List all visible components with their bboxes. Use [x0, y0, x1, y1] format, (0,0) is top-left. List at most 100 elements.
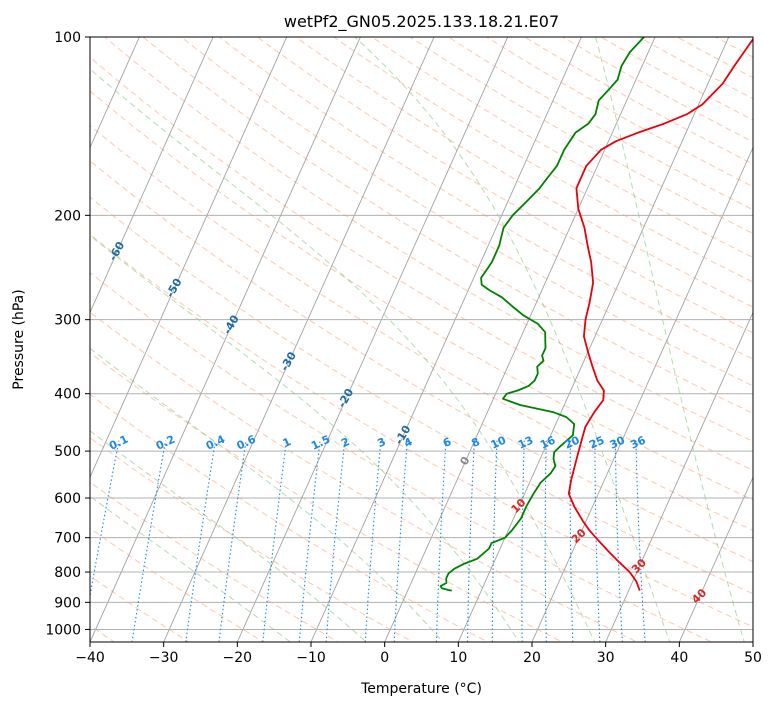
dry-adiabat: [90, 481, 340, 642]
moist-adiabat: [354, 37, 671, 642]
moist-adiabat: [90, 347, 444, 642]
y-tick-label: 900: [54, 595, 81, 611]
y-tick-label: 100: [54, 30, 81, 46]
mixing-ratio-label: 1.5: [309, 433, 332, 453]
moist-adiabat: [90, 234, 520, 642]
isotherm: [90, 37, 361, 642]
y-tick-label: 500: [54, 444, 81, 460]
mixing-ratio-line: [298, 440, 321, 642]
x-tick-label: 50: [744, 650, 762, 666]
mixing-ratio-line: [635, 440, 646, 642]
mixing-ratio-line: [131, 440, 167, 642]
dry-adiabat: [714, 37, 753, 58]
x-tick-label: −10: [296, 650, 326, 666]
mixing-ratio-line: [364, 440, 382, 642]
isotherm: [163, 37, 435, 642]
mixing-ratio-line: [491, 440, 498, 642]
mixing-ratio-label: 0.6: [235, 432, 258, 452]
mixing-ratio-line: [614, 440, 623, 642]
mixing-ratio-line: [521, 440, 525, 642]
mixing-ratio-line: [594, 440, 601, 642]
mixing-ratio-label: 16: [538, 433, 558, 451]
mixing-ratio-line: [393, 440, 408, 642]
moist-adiabat: [90, 495, 292, 642]
dry-adiabat: [676, 37, 753, 79]
isotherm: [90, 37, 214, 314]
dry-adiabat: [766, 24, 775, 654]
y-tick-label: 800: [54, 565, 81, 581]
mixing-ratio-label: 0.4: [204, 432, 227, 452]
chart-title: wetPf2_GN05.2025.133.18.21.E07: [284, 12, 559, 32]
x-tick-label: −30: [149, 650, 179, 666]
contour-label: -60: [106, 239, 127, 263]
mixing-ratio-label: 0.1: [107, 433, 130, 453]
dry-adiabat: [180, 37, 753, 387]
dry-adiabat: [90, 311, 639, 642]
isotherm: [457, 37, 730, 642]
mixing-ratio-line: [435, 440, 447, 642]
contour-label: 30: [629, 556, 649, 576]
isotherm: [678, 476, 753, 642]
mixing-ratio-label: 2: [339, 435, 351, 450]
mixing-ratio-label: 1: [281, 435, 293, 450]
dry-adiabat: [256, 37, 753, 334]
y-tick-label: 700: [54, 531, 81, 547]
dry-adiabat: [90, 90, 753, 501]
mixing-ratio-line: [544, 440, 547, 642]
mixing-ratio-line: [185, 440, 216, 642]
dry-adiabat: [90, 352, 564, 642]
x-tick-label: 30: [597, 650, 615, 666]
mixing-ratio-line: [466, 440, 475, 642]
dry-adiabat: [90, 436, 414, 642]
dry-adiabat: [294, 37, 753, 308]
y-tick-label: 200: [54, 208, 81, 224]
x-tick-label: 20: [523, 650, 541, 666]
mixing-ratio-line: [569, 440, 574, 642]
x-tick-label: 40: [670, 650, 688, 666]
dry-adiabat: [485, 37, 753, 188]
dry-adiabat: [218, 37, 753, 360]
contour-label: 0: [458, 454, 473, 467]
isotherms: [0, 10, 753, 654]
mixing-ratio-label: 20: [562, 433, 582, 451]
y-tick-label: 400: [54, 387, 81, 403]
contour-label: -50: [163, 276, 184, 300]
contour-label: -80: [0, 166, 13, 190]
y-axis: 100 200 300 400 500 600 700 800 900 1000: [45, 30, 90, 638]
dry-adiabat: [90, 527, 265, 642]
isotherm: [236, 37, 509, 642]
y-tick-label: 600: [54, 491, 81, 507]
mixing-ratio-label: 13: [516, 434, 535, 452]
isotherm: [531, 146, 753, 642]
isobars: [90, 37, 753, 630]
mixing-ratio-label: 0.2: [154, 433, 177, 453]
moist-adiabat: [90, 430, 367, 642]
contour-label: -40: [221, 313, 242, 337]
mixing-ratio-line: [325, 440, 346, 642]
mixing-ratio-label: 6: [441, 435, 454, 450]
contour-label: -20: [335, 386, 356, 410]
dry-adiabats: [90, 24, 775, 654]
y-tick-label: 300: [54, 313, 81, 329]
dry-adiabat: [447, 37, 753, 211]
isotherm: [310, 37, 582, 642]
dry-adiabat: [752, 37, 753, 38]
isotherm: [605, 311, 753, 642]
x-tick-label: 0: [380, 650, 389, 666]
profile-series: [439, 37, 753, 592]
dry-adiabat: [142, 37, 753, 414]
dry-adiabat: [90, 272, 713, 642]
plot-frame: [89, 36, 754, 643]
mixing-ratio-line: [262, 440, 288, 642]
isotherm: [90, 37, 140, 149]
isotherm: [90, 37, 288, 479]
dry-adiabat: [90, 393, 489, 642]
dry-adiabat: [90, 233, 753, 628]
y-axis-label: Pressure (hPa): [11, 289, 27, 389]
contour-label: 40: [689, 586, 709, 606]
contour-label: 10: [509, 496, 529, 516]
isotherm: [0, 10, 4, 654]
x-tick-label: −40: [75, 650, 105, 666]
mixing-ratio-line: [218, 440, 247, 642]
